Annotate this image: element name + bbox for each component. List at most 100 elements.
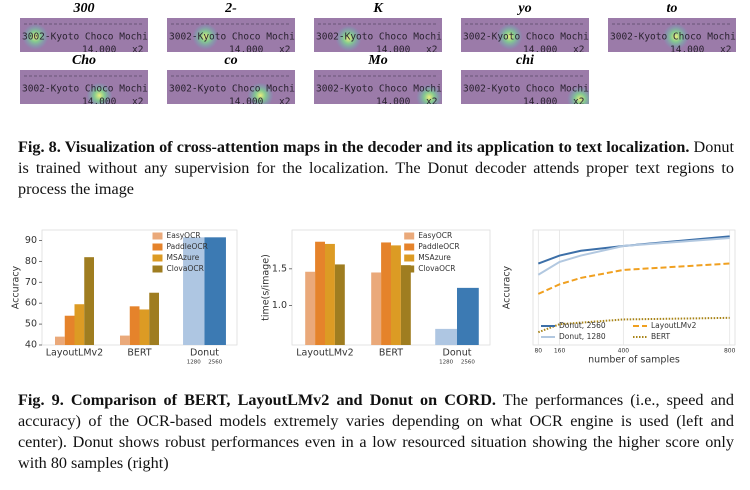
plot-area: [532, 229, 736, 346]
panel-image: 3002-Kyoto Choco Mochi 14,000 x2: [20, 18, 148, 56]
legend-label: EasyOCR: [167, 231, 201, 240]
bar: [204, 237, 226, 345]
bar: [129, 306, 140, 345]
receipt-text: x2: [573, 45, 584, 56]
receipt-text: 3002-Kyoto Choco Mochi: [22, 84, 148, 95]
x-tick-label: LayoutLMv2: [296, 348, 353, 359]
x-tick-label: 80: [534, 348, 542, 355]
x-tick-label: BERT: [379, 348, 403, 359]
bar: [381, 242, 391, 345]
legend-label: BERT: [651, 332, 671, 341]
attention-blob: [86, 82, 113, 104]
bar: [120, 335, 130, 345]
line-series: [537, 262, 730, 295]
y-tick-label: 50: [25, 319, 37, 330]
receipt-text: x2: [573, 97, 584, 108]
caption-text: The performances (i.e., speed and accura…: [18, 391, 734, 472]
receipt-text: 14,000: [82, 97, 117, 108]
panel-label: yo: [516, 1, 531, 16]
panel-label: Cho: [72, 53, 96, 68]
receipt-text: 14,000: [523, 45, 558, 56]
bar: [400, 265, 411, 345]
receipt-text: x2: [279, 97, 290, 108]
bar: [183, 237, 205, 345]
bar: [435, 328, 457, 345]
x-tick-label: 800: [724, 348, 736, 355]
legend-label: PaddleOCR: [167, 242, 208, 251]
legend-label: ClovaOCR: [167, 264, 204, 273]
receipt-text: x2: [132, 97, 143, 108]
legend-swatch: [152, 243, 163, 251]
bar: [457, 287, 479, 345]
y-tick-label: 60: [25, 298, 37, 309]
receipt-text: 3002-Kyoto Choco Mochi: [463, 84, 589, 95]
panel-label: K: [372, 1, 384, 16]
attention-blob: [496, 23, 523, 50]
receipt-text: x2: [426, 45, 437, 56]
fig8-caption: Fig. 8. Visualization of cross-attention…: [18, 137, 734, 200]
receipt-text: x2: [426, 97, 437, 108]
legend-label: Donut, 1280: [559, 332, 606, 341]
y-tick-label: 40: [25, 340, 37, 351]
line-series: [537, 236, 730, 276]
bar: [315, 241, 325, 345]
x-tick-label: LayoutLMv2: [46, 348, 103, 359]
receipt-text: 14,000: [82, 45, 117, 56]
bar: [334, 264, 345, 345]
panel-label: Mo: [367, 53, 387, 68]
panel-label: 2-: [224, 1, 237, 16]
panel-image: 3002-Kyoto Choco Mochi 14,000 x2: [167, 18, 295, 52]
attention-blob: [192, 23, 219, 50]
panel-image: 3002-Kyoto Choco Mochi 14,000 x2: [608, 18, 736, 56]
y-tick-label: 80: [25, 256, 37, 267]
receipt-text: 14,000: [376, 45, 411, 56]
attention-blob: [247, 82, 274, 104]
x-sub-label: 1280: [187, 360, 201, 366]
receipt-text: 3002-Kyoto Choco Mochi: [169, 32, 295, 43]
caption-bold: Fig. 9. Comparison of BERT, LayoutLMv2 a…: [18, 391, 496, 409]
legend-label: EasyOCR: [418, 231, 452, 240]
bar: [391, 245, 401, 345]
bar: [64, 315, 75, 345]
x-sub-label: 1280: [439, 360, 453, 366]
panel-image: 3002-Kyoto Choco Mochi 14,000 x2: [314, 18, 442, 56]
receipt-text: 14,000: [376, 97, 411, 108]
bar: [74, 304, 85, 345]
x-tick-label: Donut: [443, 348, 472, 359]
receipt-text: 3002-Kyoto Choco Mochi: [316, 84, 442, 95]
panel-image: 3002-Kyoto Choco Mochi 14,000 x2: [314, 70, 442, 108]
attention-blob: [22, 23, 49, 50]
y-tick-label: 90: [25, 235, 37, 246]
receipt-text: 14,000: [523, 97, 558, 108]
attention-blob: [335, 25, 362, 52]
y-axis-label: Accuracy: [11, 265, 22, 309]
attention-blob: [662, 23, 689, 50]
receipt-text: 14,000: [229, 97, 264, 108]
receipt-text: 3002-Kyoto Choco Mochi: [610, 32, 736, 43]
fig9-caption: Fig. 9. Comparison of BERT, LayoutLMv2 a…: [18, 390, 734, 474]
x-tick-label: BERT: [127, 348, 151, 359]
legend-swatch: [404, 254, 415, 262]
x-tick-label: 400: [618, 348, 630, 355]
bar: [305, 271, 316, 345]
caption-text: Donut is trained without any supervision…: [18, 138, 735, 198]
legend-label: Donut, 2560: [559, 321, 606, 330]
panel-image: 3002-Kyoto Choco Mochi 14,000 x2: [167, 70, 295, 108]
legend-label: ClovaOCR: [418, 264, 455, 273]
bar: [55, 336, 65, 345]
receipt-text: 3002-Kyoto Choco Mochi: [169, 84, 295, 95]
receipt-text: 3002-Kyoto Choco Mochi: [22, 32, 148, 43]
attention-blob: [567, 85, 589, 104]
legend-label: PaddleOCR: [418, 242, 459, 251]
legend-swatch: [404, 243, 415, 251]
legend-label: LayoutLMv2: [651, 321, 697, 330]
attention-blob: [416, 84, 442, 104]
receipt-text: 14,000: [670, 45, 705, 56]
panel-image: 3002-Kyoto Choco Mochi 14,000 x2: [20, 70, 148, 108]
panel-label: chi: [516, 53, 534, 68]
caption-bold: Fig. 8. Visualization of cross-attention…: [18, 138, 690, 156]
x-sub-label: 2560: [461, 360, 475, 366]
y-tick-label: 1.5: [272, 263, 287, 274]
legend-swatch: [404, 265, 415, 273]
